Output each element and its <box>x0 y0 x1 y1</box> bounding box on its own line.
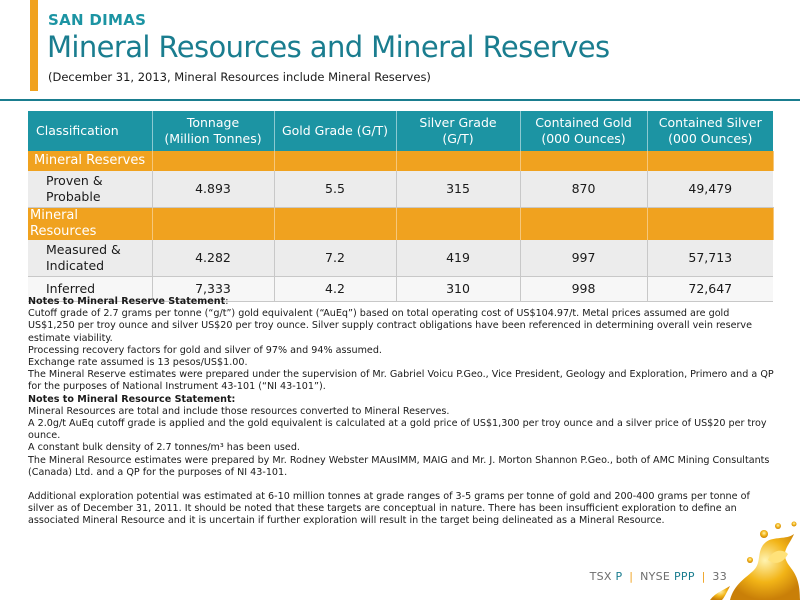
cell-tonnage: 4.282 <box>152 240 275 277</box>
gold-splash-graphic <box>710 521 800 600</box>
footer-tsx-symbol: P <box>615 570 623 583</box>
footer-nyse: NYSE <box>640 570 671 583</box>
row-classification: Proven & Probable <box>28 171 153 208</box>
header-classification: Classification <box>28 111 153 151</box>
title-rule <box>0 99 800 101</box>
notes-block: Notes to Mineral Reserve Statement: Cuto… <box>28 296 776 528</box>
cell-contained-silver: 57,713 <box>647 240 773 277</box>
header-gold-grade: Gold Grade (G/T) <box>274 111 397 151</box>
note-line: The Mineral Reserve estimates were prepa… <box>28 369 774 393</box>
cell-tonnage: 4.893 <box>152 171 275 208</box>
note-line: Exchange rate assumed is 13 pesos/US$1.0… <box>28 357 248 369</box>
note-line: A constant bulk density of 2.7 tonnes/m³… <box>28 442 300 454</box>
cell-silver-grade: 315 <box>396 171 521 208</box>
date-note: (December 31, 2013, Mineral Resources in… <box>48 70 431 84</box>
cell-gold-grade: 4.2 <box>274 276 397 302</box>
header-tonnage: Tonnage (Million Tonnes) <box>152 111 275 151</box>
resources-table: Classification Tonnage (Million Tonnes) G… <box>28 111 774 302</box>
footer-nyse-symbol: PPP <box>673 570 695 583</box>
note-line: The Mineral Resource estimates were prep… <box>28 454 770 478</box>
section-title: Mineral Resources <box>28 207 153 240</box>
cell-gold-grade: 7.2 <box>274 240 397 277</box>
cell-contained-gold: 870 <box>520 171 648 208</box>
cell-contained-gold: 998 <box>520 276 648 302</box>
cell-contained-silver: 49,479 <box>647 171 773 208</box>
table-header-row: Classification Tonnage (Million Tonnes) G… <box>28 111 773 151</box>
additional-exploration-note: Additional exploration potential was est… <box>28 491 750 527</box>
table-row: Measured & Indicated 4.282 7.2 419 997 57… <box>28 240 773 277</box>
page-number: 33 <box>712 570 727 583</box>
note-line: A 2.0g/t AuEq cutoff grade is applied an… <box>28 418 767 442</box>
cell-contained-silver: 72,647 <box>647 276 773 302</box>
table-row: Inferred 7,333 4.2 310 998 72,647 <box>28 276 773 302</box>
cell-silver-grade: 419 <box>396 240 521 277</box>
resource-notes-heading: Notes to Mineral Resource Statement: <box>28 393 236 405</box>
footer-tsx: TSX <box>589 570 612 583</box>
row-classification: Inferred <box>28 276 153 302</box>
section-row-resources: Mineral Resources <box>28 207 774 240</box>
page-title: Mineral Resources and Mineral Reserves <box>47 30 610 64</box>
section-row-reserves: Mineral Reserves <box>28 151 774 171</box>
accent-bar <box>30 0 38 91</box>
table-row: Proven & Probable 4.893 5.5 315 870 49,47… <box>28 171 773 208</box>
note-line: Cutoff grade of 2.7 grams per tonne (“g/… <box>28 308 753 344</box>
header-contained-silver: Contained Silver (000 Ounces) <box>647 111 773 151</box>
cell-gold-grade: 5.5 <box>274 171 397 208</box>
cell-tonnage: 7,333 <box>152 276 275 302</box>
footer: TSX P | NYSE PPP | 33 <box>590 570 727 583</box>
note-line: Mineral Resources are total and include … <box>28 405 450 417</box>
header-silver-grade: Silver Grade (G/T) <box>396 111 521 151</box>
cell-contained-gold: 997 <box>520 240 648 277</box>
footer-separator: | <box>701 570 706 583</box>
section-title: Mineral Reserves <box>28 151 153 171</box>
header-contained-gold: Contained Gold (000 Ounces) <box>520 111 648 151</box>
footer-separator: | <box>629 570 634 583</box>
section-subtitle: SAN DIMAS <box>48 11 147 29</box>
note-line: Processing recovery factors for gold and… <box>28 344 382 356</box>
reserve-notes-heading: Notes to Mineral Reserve Statement: <box>28 296 229 307</box>
cell-silver-grade: 310 <box>396 276 521 302</box>
row-classification: Measured & Indicated <box>28 240 153 277</box>
